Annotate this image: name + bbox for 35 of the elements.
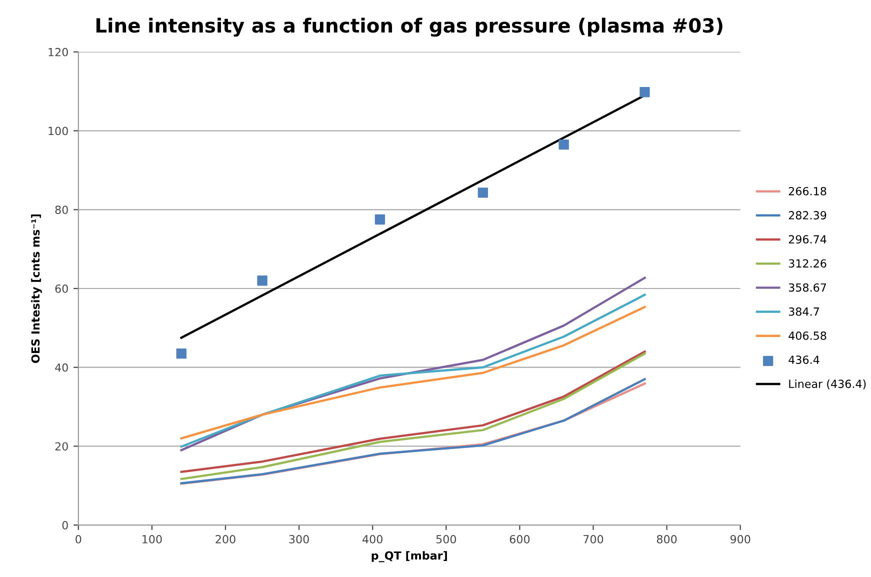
y-tick-label: 120 xyxy=(48,48,68,56)
x-tick-label: 800 xyxy=(656,534,677,544)
legend-label: Linear (436.4) xyxy=(789,379,866,390)
point xyxy=(176,348,186,359)
legend-label: 266.18 xyxy=(788,186,826,196)
point xyxy=(257,276,268,286)
y-tick-label: 20 xyxy=(55,442,68,451)
y-tick-label: 40 xyxy=(55,363,68,372)
y-tick-label: 0 xyxy=(62,521,68,530)
x-tick-label: 300 xyxy=(289,534,309,544)
point xyxy=(374,214,386,225)
x-tick-label: 700 xyxy=(584,534,604,544)
x-tick-label: 0 xyxy=(76,534,82,544)
legend-label: 406.58 xyxy=(788,331,826,340)
legend-label: 384.7 xyxy=(788,307,819,316)
x-tick-label: 100 xyxy=(142,534,162,544)
point xyxy=(640,87,650,98)
point xyxy=(478,188,488,198)
x-tick-label: 400 xyxy=(362,534,382,544)
legend-label: 312.26 xyxy=(788,259,826,268)
y-tick-label: 60 xyxy=(55,284,68,293)
y-tick-label: 80 xyxy=(55,206,68,214)
x-tick-label: 900 xyxy=(730,534,750,544)
y-tick-label: 100 xyxy=(48,126,68,136)
y-axis-title: OES Intesity [cnts ms⁻¹] xyxy=(31,214,42,363)
chart-title: Line intensity as a function of gas pressure (plasma #03) xyxy=(96,18,722,37)
legend-label: 358.67 xyxy=(788,283,826,292)
x-tick-label: 600 xyxy=(510,534,530,544)
x-tick-label: 500 xyxy=(436,534,456,544)
legend-label: 296.74 xyxy=(788,235,826,244)
x-axis-title: p_QT [mbar] xyxy=(372,551,447,562)
legend-label: 436.4 xyxy=(788,356,820,364)
legend-label: 282.39 xyxy=(788,211,826,220)
x-tick-label: 200 xyxy=(216,534,236,544)
point xyxy=(558,140,569,150)
